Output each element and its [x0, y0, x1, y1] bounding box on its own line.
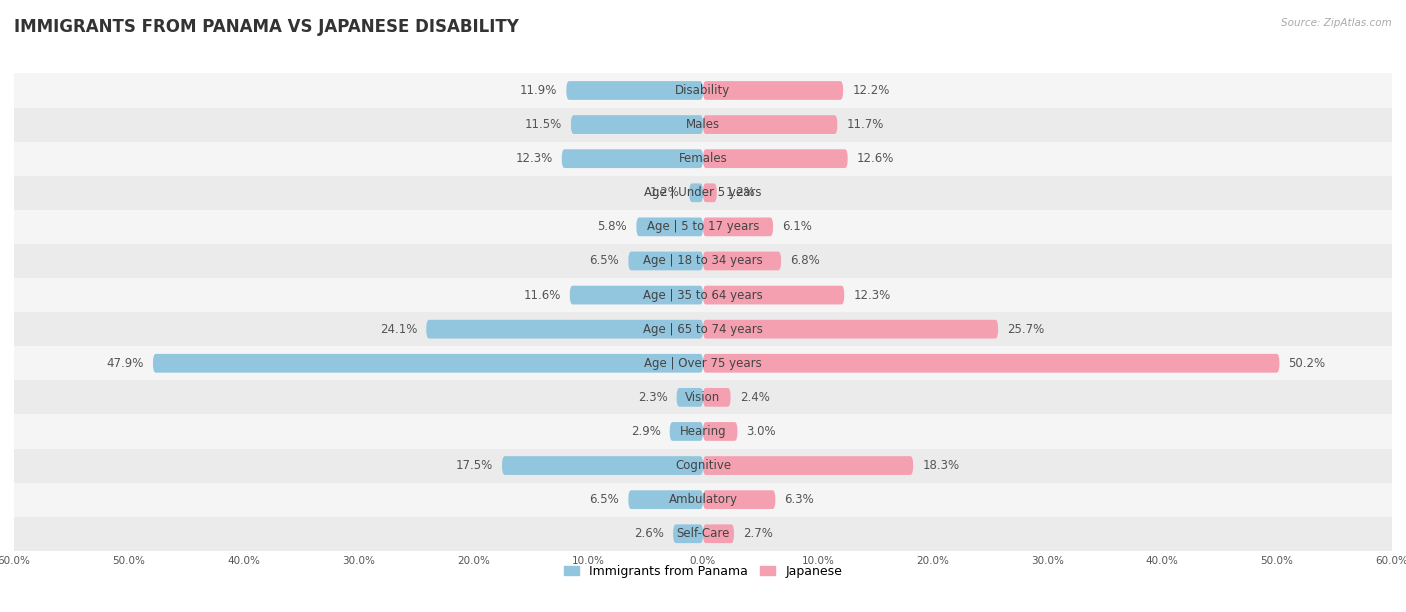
- FancyBboxPatch shape: [689, 184, 703, 202]
- Text: IMMIGRANTS FROM PANAMA VS JAPANESE DISABILITY: IMMIGRANTS FROM PANAMA VS JAPANESE DISAB…: [14, 18, 519, 36]
- Text: 1.2%: 1.2%: [650, 186, 681, 200]
- Text: 6.3%: 6.3%: [785, 493, 814, 506]
- Text: 2.9%: 2.9%: [631, 425, 661, 438]
- Bar: [14, 108, 1392, 141]
- Bar: [14, 73, 1392, 108]
- FancyBboxPatch shape: [703, 456, 912, 475]
- Bar: [14, 517, 1392, 551]
- Text: 2.7%: 2.7%: [744, 528, 773, 540]
- Text: 5.8%: 5.8%: [598, 220, 627, 233]
- FancyBboxPatch shape: [426, 320, 703, 338]
- FancyBboxPatch shape: [703, 524, 734, 543]
- Text: 2.3%: 2.3%: [638, 391, 668, 404]
- Text: 12.6%: 12.6%: [856, 152, 894, 165]
- FancyBboxPatch shape: [673, 524, 703, 543]
- FancyBboxPatch shape: [703, 354, 1279, 373]
- Text: 47.9%: 47.9%: [107, 357, 143, 370]
- FancyBboxPatch shape: [703, 184, 717, 202]
- Text: 2.4%: 2.4%: [740, 391, 769, 404]
- FancyBboxPatch shape: [703, 217, 773, 236]
- Text: Age | Over 75 years: Age | Over 75 years: [644, 357, 762, 370]
- FancyBboxPatch shape: [703, 286, 844, 304]
- Text: 12.3%: 12.3%: [853, 289, 890, 302]
- FancyBboxPatch shape: [703, 422, 738, 441]
- Bar: [14, 312, 1392, 346]
- Text: 6.5%: 6.5%: [589, 493, 619, 506]
- Text: 3.0%: 3.0%: [747, 425, 776, 438]
- FancyBboxPatch shape: [569, 286, 703, 304]
- Text: Vision: Vision: [685, 391, 721, 404]
- Text: 6.8%: 6.8%: [790, 255, 820, 267]
- Text: 6.5%: 6.5%: [589, 255, 619, 267]
- FancyBboxPatch shape: [571, 115, 703, 134]
- FancyBboxPatch shape: [676, 388, 703, 407]
- FancyBboxPatch shape: [637, 217, 703, 236]
- FancyBboxPatch shape: [562, 149, 703, 168]
- FancyBboxPatch shape: [703, 149, 848, 168]
- Text: 12.2%: 12.2%: [852, 84, 890, 97]
- Text: Age | 65 to 74 years: Age | 65 to 74 years: [643, 323, 763, 335]
- Bar: [14, 346, 1392, 380]
- FancyBboxPatch shape: [628, 252, 703, 271]
- Text: Ambulatory: Ambulatory: [668, 493, 738, 506]
- Text: Males: Males: [686, 118, 720, 131]
- FancyBboxPatch shape: [703, 490, 775, 509]
- Text: 25.7%: 25.7%: [1007, 323, 1045, 335]
- Bar: [14, 176, 1392, 210]
- Text: 1.2%: 1.2%: [725, 186, 756, 200]
- Text: Self-Care: Self-Care: [676, 528, 730, 540]
- Text: 17.5%: 17.5%: [456, 459, 494, 472]
- FancyBboxPatch shape: [703, 320, 998, 338]
- Text: Age | 35 to 64 years: Age | 35 to 64 years: [643, 289, 763, 302]
- Text: Disability: Disability: [675, 84, 731, 97]
- Text: 50.2%: 50.2%: [1289, 357, 1326, 370]
- Text: Females: Females: [679, 152, 727, 165]
- Text: Age | 18 to 34 years: Age | 18 to 34 years: [643, 255, 763, 267]
- Text: 12.3%: 12.3%: [516, 152, 553, 165]
- Bar: [14, 414, 1392, 449]
- Text: 11.6%: 11.6%: [523, 289, 561, 302]
- Text: 11.7%: 11.7%: [846, 118, 884, 131]
- Bar: [14, 449, 1392, 483]
- Text: 24.1%: 24.1%: [380, 323, 418, 335]
- Bar: [14, 210, 1392, 244]
- FancyBboxPatch shape: [703, 115, 838, 134]
- Text: 6.1%: 6.1%: [782, 220, 813, 233]
- Bar: [14, 141, 1392, 176]
- FancyBboxPatch shape: [703, 252, 782, 271]
- Text: 11.5%: 11.5%: [524, 118, 562, 131]
- FancyBboxPatch shape: [703, 388, 731, 407]
- Text: 2.6%: 2.6%: [634, 528, 664, 540]
- Text: Cognitive: Cognitive: [675, 459, 731, 472]
- Text: Hearing: Hearing: [679, 425, 727, 438]
- Text: 11.9%: 11.9%: [520, 84, 557, 97]
- Bar: [14, 278, 1392, 312]
- Text: 18.3%: 18.3%: [922, 459, 959, 472]
- Legend: Immigrants from Panama, Japanese: Immigrants from Panama, Japanese: [558, 560, 848, 583]
- FancyBboxPatch shape: [153, 354, 703, 373]
- Text: Age | Under 5 years: Age | Under 5 years: [644, 186, 762, 200]
- FancyBboxPatch shape: [567, 81, 703, 100]
- FancyBboxPatch shape: [669, 422, 703, 441]
- FancyBboxPatch shape: [502, 456, 703, 475]
- Text: Source: ZipAtlas.com: Source: ZipAtlas.com: [1281, 18, 1392, 28]
- Bar: [14, 244, 1392, 278]
- Bar: [14, 380, 1392, 414]
- FancyBboxPatch shape: [703, 81, 844, 100]
- Bar: [14, 483, 1392, 517]
- FancyBboxPatch shape: [628, 490, 703, 509]
- Text: Age | 5 to 17 years: Age | 5 to 17 years: [647, 220, 759, 233]
